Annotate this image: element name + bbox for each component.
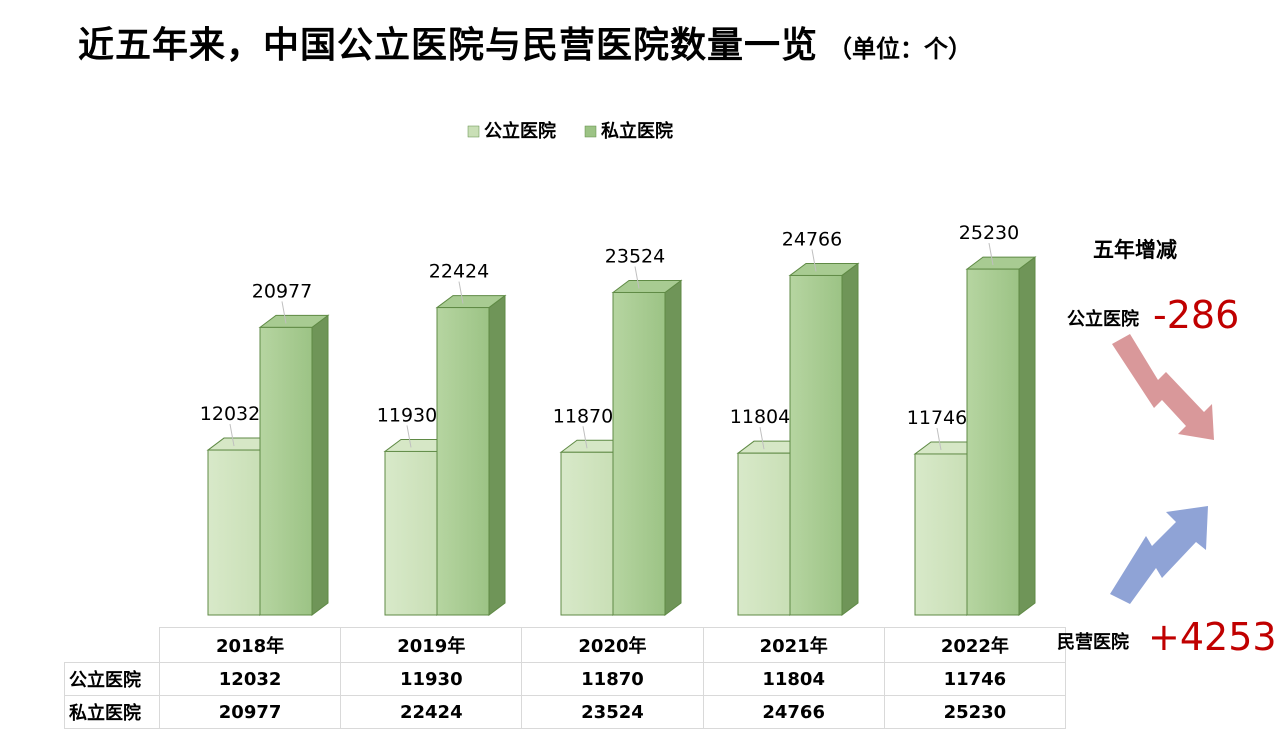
data-label: 23524 [605, 245, 665, 267]
data-label: 12032 [200, 403, 260, 425]
bar-side-private-0 [311, 314, 329, 616]
table-cell: 11930 [340, 662, 523, 696]
table-cell: 11746 [883, 662, 1067, 696]
column-header: 2022年 [883, 627, 1067, 663]
chart-title: 近五年来，中国公立医院与民营医院数量一览 [78, 25, 819, 66]
row-header: 私立医院 [64, 695, 160, 729]
legend-label: 公立医院 [484, 120, 556, 142]
data-label-leader [229, 423, 235, 447]
chart-title-block: 近五年来，中国公立医院与民营医院数量一览 （单位：个） [78, 16, 972, 76]
column-header: 2021年 [702, 627, 885, 663]
bar-private-1 [436, 307, 490, 616]
data-label: 11930 [377, 404, 437, 426]
bar-public-4 [914, 453, 968, 616]
table-cell: 20977 [158, 695, 342, 729]
bar-private-2 [612, 291, 666, 616]
table-cell: 23524 [521, 695, 704, 729]
data-label-leader [406, 425, 412, 448]
data-label: 11746 [907, 407, 967, 429]
row-header: 公立医院 [64, 662, 160, 696]
data-label-leader [936, 427, 942, 451]
table-corner [64, 627, 160, 663]
column-header: 2019年 [340, 627, 523, 663]
bar-public-3 [737, 452, 791, 616]
column-header: 2018年 [158, 627, 342, 663]
chart-unit: （单位：个） [828, 35, 973, 63]
data-label-leader [458, 281, 464, 304]
data-label: 11870 [553, 405, 613, 427]
bar-public-2 [560, 451, 614, 616]
data-label: 24766 [782, 228, 842, 250]
bar-public-1 [384, 450, 438, 616]
column-header: 2020年 [521, 627, 704, 663]
bar-side-private-2 [664, 279, 682, 616]
bar-side-private-4 [1018, 256, 1036, 616]
table-cell: 11870 [521, 662, 704, 696]
legend-swatch [467, 125, 480, 138]
down-arrow-icon [1112, 334, 1214, 440]
bar-private-3 [789, 274, 843, 616]
data-label-leader [759, 427, 765, 450]
bar-private-4 [966, 268, 1020, 616]
table-cell: 22424 [340, 695, 523, 729]
table-cell: 11804 [702, 662, 885, 696]
bar-side-private-3 [841, 262, 859, 616]
bar-public-0 [207, 449, 261, 616]
private-change-value: +4253 [1148, 615, 1277, 659]
table-cell: 24766 [702, 695, 885, 729]
table-cell: 25230 [883, 695, 1067, 729]
data-label: 22424 [429, 261, 489, 283]
data-label-leader [582, 426, 588, 449]
trend-arrows [1110, 334, 1214, 604]
data-label-leader [811, 249, 817, 272]
change-panel-title: 五年增减 [1093, 238, 1177, 262]
legend-swatch [584, 125, 597, 138]
data-label-leader [634, 266, 640, 289]
up-arrow-icon [1110, 506, 1208, 604]
table-header-row: 2018年 2019年 2020年 2021年 2022年 [64, 627, 1067, 663]
data-label-leader [281, 301, 287, 324]
data-table: 2018年 2019年 2020年 2021年 2022年 公立医院 12032 11930 1… [64, 627, 1067, 729]
bar-chart: 12032 11930 11870 11804 11746 20977 22424 23524… [200, 120, 1037, 616]
public-change-label: 公立医院 [1067, 309, 1139, 330]
private-change-label: 民营医院 [1057, 632, 1129, 653]
legend-label: 私立医院 [601, 120, 673, 142]
data-label: 11804 [730, 406, 790, 428]
public-change-value: -286 [1153, 293, 1240, 337]
bar-side-private-1 [488, 294, 506, 616]
data-label-leader [988, 243, 994, 266]
data-label: 20977 [252, 280, 312, 302]
table-row: 公立医院 12032 11930 11870 11804 11746 [64, 662, 1067, 696]
bar-private-0 [259, 326, 313, 616]
table-cell: 12032 [158, 662, 342, 696]
data-label: 25230 [959, 222, 1019, 244]
table-row: 私立医院 20977 22424 23524 24766 25230 [64, 695, 1067, 729]
